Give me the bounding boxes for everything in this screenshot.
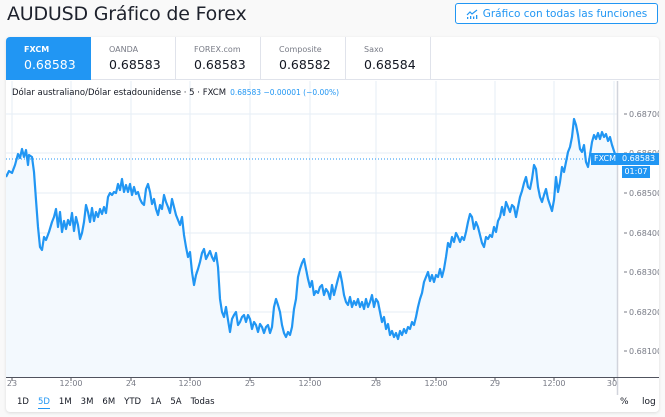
svg-text:0.68300: 0.68300 [629,268,659,277]
source-label: FXCM [594,154,616,163]
chart-icon [466,9,478,19]
quote-change: 0.68583 −0.00001 (−0.00%) [230,88,340,97]
source-tabs: FXCM 0.68583 OANDA 0.68583 FOREX.com 0.6… [6,37,659,80]
full-chart-label: Gráfico con todas las funciones [482,7,648,20]
tab-value: 0.68582 [279,57,331,72]
tab-value: 0.68583 [24,57,76,72]
range-5a[interactable]: 5A [170,397,182,407]
source-price-tag: FXCM [591,153,619,165]
tab-saxo[interactable]: Saxo 0.68584 [346,37,431,80]
svg-text:24: 24 [126,379,136,388]
log-scale-toggle[interactable]: log [642,397,656,407]
svg-text:23: 23 [7,379,17,388]
svg-text:28: 28 [371,379,381,388]
percent-scale-toggle[interactable]: % [620,397,629,407]
range-6m[interactable]: 6M [102,397,116,407]
price-axis: 0.68700 0.68600 0.68500 0.68400 0.68300 … [624,110,659,356]
tab-value: 0.68583 [194,57,246,72]
time-axis: 23 12:00 24 12:00 25 12:00 28 12:00 29 1… [7,378,617,388]
svg-text:0.68500: 0.68500 [629,189,659,198]
price-area [6,119,617,377]
bar-countdown: 01:07 [624,167,648,176]
tab-name: FOREX.com [194,45,241,54]
range-ytd[interactable]: YTD [124,397,142,407]
chart-legend: Dólar australiano/Dólar estadounidense ·… [12,88,339,98]
range-1d[interactable]: 1D [17,397,29,407]
tab-oanda[interactable]: OANDA 0.68583 [91,37,176,80]
svg-text:29: 29 [490,379,500,388]
chart-card: FXCM 0.68583 OANDA 0.68583 FOREX.com 0.6… [6,37,659,412]
svg-text:12:00: 12:00 [178,379,201,388]
tab-composite[interactable]: Composite 0.68582 [261,37,346,80]
svg-text:30: 30 [607,379,617,388]
symbol-description: Dólar australiano/Dólar estadounidense ·… [12,88,227,98]
range-all[interactable]: Todas [190,397,215,407]
date-range-selector: 1D 5D 1M 3M 6M YTD 1A 5A Todas [17,397,224,409]
svg-text:0.68100: 0.68100 [629,347,659,356]
range-1a[interactable]: 1A [150,397,162,407]
tab-name: FXCM [24,45,50,54]
svg-text:0.68400: 0.68400 [629,229,659,238]
tab-name: OANDA [109,45,139,54]
svg-text:0.68200: 0.68200 [629,308,659,317]
range-1m[interactable]: 1M [58,397,72,407]
last-price-tag: 0.68583 [619,153,659,165]
svg-text:12:00: 12:00 [542,379,565,388]
tab-name: Composite [279,45,322,54]
svg-text:12:00: 12:00 [59,379,82,388]
tab-name: Saxo [364,45,384,54]
svg-text:12:00: 12:00 [298,379,321,388]
tab-value: 0.68584 [364,57,416,72]
tab-fxcm[interactable]: FXCM 0.68583 [6,37,91,80]
range-3m[interactable]: 3M [80,397,94,407]
last-price-value: 0.68583 [622,154,656,163]
page-title: AUDUSD Gráfico de Forex [7,3,247,25]
price-line [6,117,619,341]
tab-value: 0.68583 [109,57,161,72]
tab-forex-com[interactable]: FOREX.com 0.68583 [176,37,261,80]
countdown-tag: 01:07 [622,166,650,178]
range-5d[interactable]: 5D [37,397,50,409]
full-chart-button[interactable]: Gráfico con todas las funciones [455,3,658,24]
svg-text:0.68700: 0.68700 [629,110,659,119]
svg-text:12:00: 12:00 [424,379,447,388]
svg-text:25: 25 [245,379,255,388]
